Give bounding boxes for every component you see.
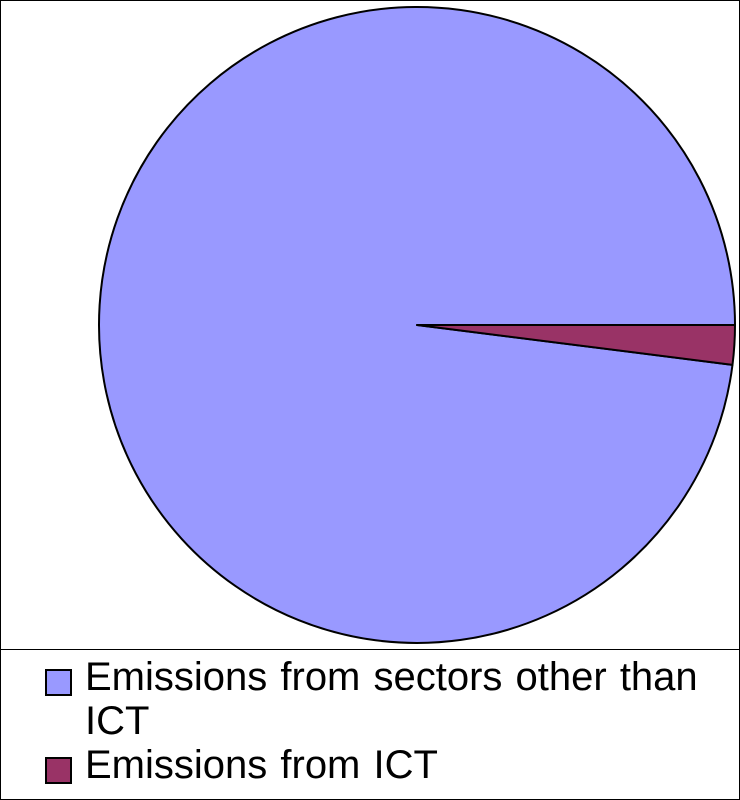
legend-swatch-other-sectors: [45, 669, 72, 696]
legend-item-other-sectors: Emissions from sectors other than ICT: [45, 655, 735, 743]
pie-chart: [98, 6, 736, 644]
legend: Emissions from sectors other than ICT Em…: [45, 655, 735, 787]
legend-swatch-ict: [45, 757, 72, 784]
legend-item-ict: Emissions from ICT: [45, 743, 735, 787]
legend-label-other-sectors: Emissions from sectors other than ICT: [85, 655, 698, 743]
legend-label-ict: Emissions from ICT: [85, 743, 438, 787]
pie-slice-ict: [416, 324, 736, 366]
plot-area: [1, 1, 739, 650]
